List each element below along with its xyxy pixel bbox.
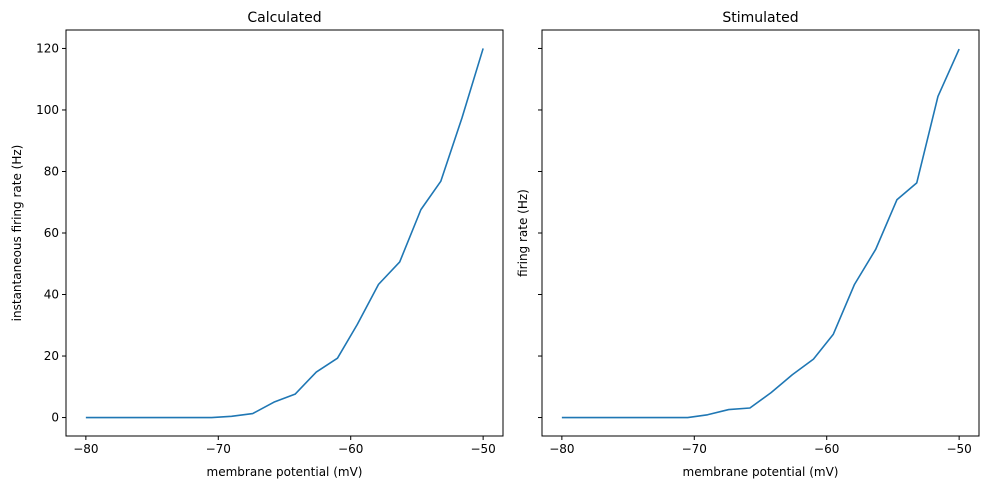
- x-axis-label: membrane potential (mV): [207, 465, 363, 479]
- y-axis-label: firing rate (Hz): [516, 189, 530, 277]
- x-tick-label: −50: [946, 442, 971, 456]
- y-tick-label: 100: [36, 103, 59, 117]
- y-tick-label: 60: [44, 226, 59, 240]
- chart-title: Stimulated: [722, 10, 798, 26]
- y-tick-label: 120: [36, 41, 59, 55]
- calculated-chart: Calculated membrane potential (mV) insta…: [10, 10, 504, 479]
- x-axis-label: membrane potential (mV): [683, 465, 839, 479]
- stimulated-chart: Stimulated membrane potential (mV) firin…: [516, 10, 980, 479]
- x-tick-label: −50: [470, 442, 495, 456]
- x-tick-label: −70: [206, 442, 231, 456]
- series-line: [85, 48, 484, 419]
- axis-ticks: −80 −70 −60 −50 0 20 40 60 80 100 120: [36, 41, 496, 456]
- y-tick-label: 80: [44, 164, 59, 178]
- y-tick-label: 40: [44, 288, 59, 302]
- plot-frame: [541, 29, 980, 437]
- y-tick-label: 0: [51, 411, 59, 425]
- x-tick-label: −80: [549, 442, 574, 456]
- x-tick-label: −70: [682, 442, 707, 456]
- plot-frame: [65, 29, 504, 437]
- y-tick-label: 20: [44, 349, 59, 363]
- chart-title: Calculated: [247, 10, 321, 26]
- y-axis-label: instantaneous firing rate (Hz): [10, 145, 24, 322]
- x-tick-label: −60: [814, 442, 839, 456]
- axis-ticks: −80 −70 −60 −50: [538, 47, 972, 456]
- x-tick-label: −60: [338, 442, 363, 456]
- series-line: [561, 48, 960, 419]
- x-tick-label: −80: [73, 442, 98, 456]
